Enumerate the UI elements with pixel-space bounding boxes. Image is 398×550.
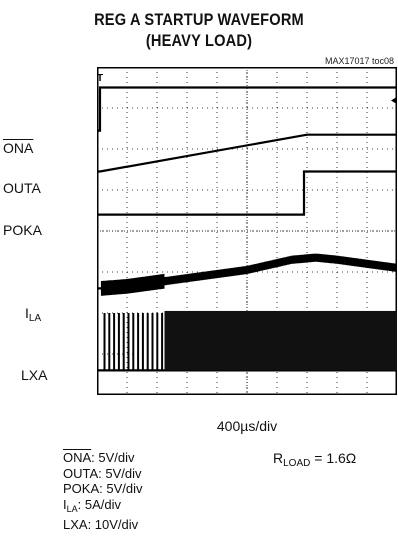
channel-label-lxa: LXA — [21, 367, 48, 383]
trace-outa — [97, 133, 397, 173]
scale-outa-value: : 5V/div — [98, 465, 142, 481]
scale-lxa: LXA: 10V/div — [63, 517, 142, 533]
scale-ila-value: : 5A/div — [77, 496, 121, 512]
scale-poka-name: POKA — [63, 481, 100, 496]
timebase-label: 400µs/div — [216, 418, 278, 434]
channel-label-poka: POKA — [3, 222, 42, 238]
scale-outa: OUTA: 5V/div — [63, 466, 142, 482]
trace-ila-ripple — [100, 253, 397, 296]
trigger-marker: T — [97, 73, 103, 84]
channel-label-ila-sub: LA — [28, 313, 42, 324]
scale-outa-name: OUTA — [63, 465, 99, 481]
scale-lxa-value: : 10V/div — [87, 517, 139, 532]
scale-ona-name: ONA — [63, 450, 92, 465]
scale-ona: ONA: 5V/div — [63, 450, 142, 466]
scale-poka-value: : 5V/div — [99, 481, 143, 496]
scale-ona-value: : 5V/div — [91, 450, 135, 465]
trace-ona — [97, 86, 397, 132]
channel-label-ila-main: I — [25, 305, 29, 321]
scale-ila-sub: LA — [66, 503, 78, 514]
trace-poka — [97, 170, 397, 216]
channel-label-ona: ONA — [3, 140, 34, 156]
part-number: MAX17017 toc08 — [324, 56, 394, 66]
scope-plot: T — [97, 67, 397, 395]
load-prefix: R — [273, 450, 284, 466]
trace-lxa-burst — [103, 313, 164, 371]
channel-label-outa: OUTA — [3, 180, 41, 196]
channel-scales: ONA: 5V/div OUTA: 5V/div POKA: 5V/div IL… — [63, 450, 142, 533]
chart-subtitle: (HEAVY LOAD) — [145, 31, 253, 50]
load-value: = 1.6Ω — [310, 450, 357, 466]
scale-ila-name: I — [63, 496, 67, 512]
channel-label-ila: ILA — [25, 305, 41, 324]
channel-marker-right — [391, 97, 396, 104]
scale-ila: ILA: 5A/div — [63, 497, 142, 518]
load-resistance: RLOAD = 1.6Ω — [273, 450, 356, 469]
scale-poka: POKA: 5V/div — [63, 481, 142, 497]
load-sub: LOAD — [283, 458, 311, 469]
chart-title: REG A STARTUP WAVEFORM — [94, 10, 304, 29]
trace-lxa-switching — [164, 310, 397, 371]
scale-lxa-name: LXA — [63, 517, 88, 532]
